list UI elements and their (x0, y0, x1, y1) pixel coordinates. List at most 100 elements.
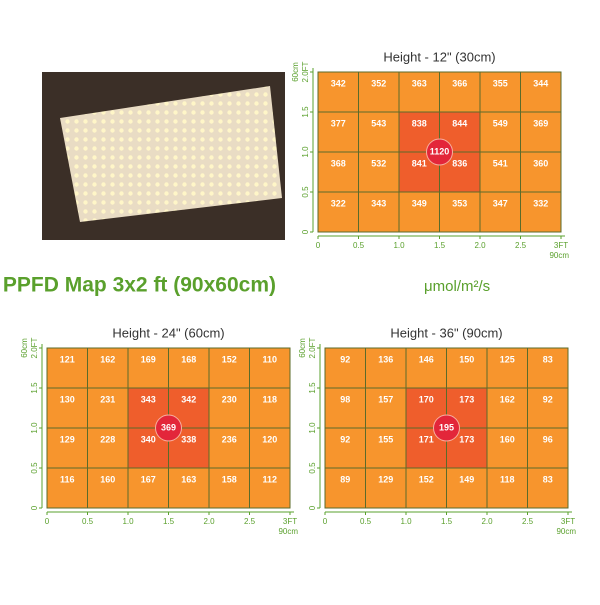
cell (317, 71, 359, 113)
cell-value: 349 (412, 198, 427, 208)
cell-value: 83 (543, 354, 553, 364)
x-tick-label: 0.5 (353, 241, 365, 250)
cell (87, 387, 129, 429)
cell-value: 353 (452, 198, 467, 208)
cell-value: 338 (181, 434, 196, 444)
x-tick-label: 3FT (283, 517, 297, 526)
x-unit: 90cm (549, 251, 569, 260)
cell (405, 467, 447, 509)
cell-value: 96 (543, 434, 553, 444)
center-marker (426, 138, 453, 166)
cell-value: 110 (262, 354, 277, 364)
cell (358, 151, 400, 193)
x-tick-label: 2.0 (203, 517, 215, 526)
cell-value: 92 (340, 354, 350, 364)
cell-value: 163 (181, 474, 196, 484)
x-tick-label: 3FT (561, 517, 575, 526)
center-value: 1120 (430, 146, 450, 156)
cell-value: 170 (419, 394, 434, 404)
cell-value: 343 (371, 198, 386, 208)
y-unit: 60cm (291, 62, 300, 82)
cell (317, 191, 359, 233)
cell (87, 347, 129, 389)
y-tick-label: 1.0 (301, 146, 310, 158)
map-title: Height - 12" (30cm) (383, 49, 495, 64)
cell-value: 158 (222, 474, 237, 484)
y-tick-label: 1.5 (308, 382, 317, 394)
cell-value: 136 (378, 354, 393, 364)
cell (527, 427, 569, 469)
cell-value: 168 (181, 354, 196, 364)
cell (249, 427, 291, 469)
center-marker (155, 414, 182, 442)
x-tick-label: 0.5 (360, 517, 372, 526)
cell-value: 149 (459, 474, 474, 484)
cell (405, 347, 447, 389)
product-photo (42, 72, 285, 240)
cell (168, 467, 210, 509)
cell (479, 151, 521, 193)
main-title: PPFD Map 3x2 ft (90x60cm) (3, 274, 276, 297)
cell-value: 231 (100, 394, 115, 404)
cell-value: 363 (412, 78, 427, 88)
cell (249, 467, 291, 509)
cell (486, 467, 528, 509)
y-tick-label: 0 (301, 229, 310, 234)
cell-value: 160 (100, 474, 115, 484)
cell-value: 92 (340, 434, 350, 444)
cell (46, 467, 88, 509)
cell-value: 130 (60, 394, 75, 404)
cell (46, 427, 88, 469)
cell-value: 129 (378, 474, 393, 484)
cell-value: 342 (181, 394, 196, 404)
x-tick-label: 3FT (554, 241, 568, 250)
cell-value: 160 (500, 434, 515, 444)
x-tick-label: 0 (316, 241, 321, 250)
cell-value: 230 (222, 394, 237, 404)
cell-value: 146 (419, 354, 434, 364)
cell (446, 347, 488, 389)
x-unit: 90cm (278, 527, 298, 536)
cell-value: 89 (340, 474, 350, 484)
y-tick-label: 0 (308, 505, 317, 510)
cell-value: 112 (262, 474, 277, 484)
cell-value: 377 (331, 118, 346, 128)
cell (479, 191, 521, 233)
cell-value: 152 (222, 354, 237, 364)
x-tick-label: 2.5 (244, 517, 256, 526)
cell-value: 236 (222, 434, 237, 444)
cell-value: 173 (459, 394, 474, 404)
center-value: 369 (161, 422, 176, 432)
cell-value: 120 (262, 434, 277, 444)
cell-value: 98 (340, 394, 350, 404)
y-unit: 60cm (298, 338, 307, 358)
cell (365, 347, 407, 389)
cell-value: 173 (459, 434, 474, 444)
y-tick-label: 1.5 (30, 382, 39, 394)
cell (527, 467, 569, 509)
cell-value: 332 (533, 198, 548, 208)
cell-value: 92 (543, 394, 553, 404)
x-tick-label: 1.0 (122, 517, 134, 526)
cell (358, 111, 400, 153)
cell (208, 387, 250, 429)
cell-value: 118 (500, 474, 515, 484)
cell-value: 162 (100, 354, 115, 364)
cell-value: 342 (331, 78, 346, 88)
cell (358, 191, 400, 233)
y-tick-label: 2.0FT (301, 61, 310, 82)
cell-value: 343 (141, 394, 156, 404)
cell-value: 152 (419, 474, 434, 484)
cell-value: 838 (412, 118, 427, 128)
cell-value: 129 (60, 434, 75, 444)
x-tick-label: 0 (45, 517, 50, 526)
center-value: 195 (439, 422, 454, 432)
cell-value: 340 (141, 434, 156, 444)
cell (527, 387, 569, 429)
map-title: Height - 24" (60cm) (112, 325, 224, 340)
x-tick-label: 2.5 (522, 517, 534, 526)
x-tick-label: 1.5 (441, 517, 453, 526)
x-tick-label: 1.5 (434, 241, 446, 250)
x-tick-label: 0 (323, 517, 328, 526)
